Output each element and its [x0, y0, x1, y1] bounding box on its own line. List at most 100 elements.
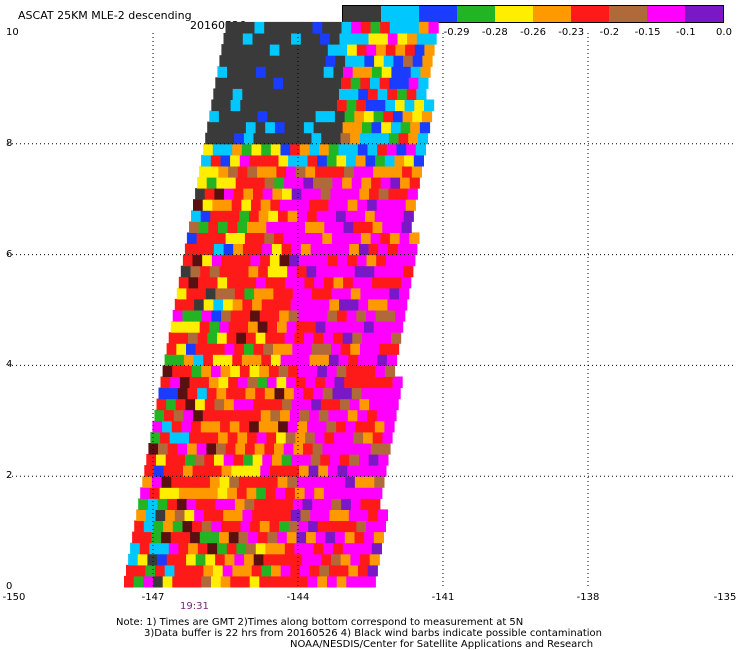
swath-pixel [252, 88, 263, 100]
swath-pixel [302, 232, 314, 244]
swath-pixel [331, 21, 342, 34]
swath-pixel [420, 66, 431, 78]
swath-pixel [326, 365, 338, 377]
swath-pixel [169, 431, 180, 444]
swath-pixel [391, 66, 402, 78]
swath-pixel [201, 575, 212, 588]
swath-pixel [193, 199, 204, 211]
swath-pixel [291, 398, 302, 411]
swath-pixel [233, 188, 244, 200]
swath-pixel [286, 531, 297, 544]
swath-pixel [244, 498, 255, 510]
swath-pixel [209, 321, 220, 333]
swath-pixel [370, 77, 381, 89]
swath-pixel [200, 210, 211, 222]
swath-pixel [310, 33, 321, 45]
swath-pixel [244, 77, 255, 89]
swath-pixel [299, 354, 311, 366]
swath-pixel [182, 254, 194, 267]
swath-pixel [374, 55, 385, 67]
swath-pixel [241, 409, 252, 422]
swath-pixel [321, 553, 332, 566]
swath-pixel [400, 121, 411, 134]
swath-pixel [242, 33, 253, 45]
swath-pixel [298, 99, 309, 112]
swath-pixel [413, 154, 424, 167]
swath-pixel [311, 553, 322, 566]
swath-pixel [281, 243, 292, 256]
swath-pixel [139, 542, 150, 555]
swath-pixel [412, 55, 423, 67]
swath-pixel [259, 575, 270, 588]
swath-pixel [331, 232, 343, 244]
swath-pixel [268, 420, 279, 433]
swath-pixel [279, 310, 290, 322]
swath-pixel [339, 298, 350, 311]
swath-pixel [388, 132, 400, 145]
swath-pixel [195, 398, 206, 411]
swath-pixel [206, 387, 217, 400]
swath-pixel [323, 332, 334, 344]
swath-pixel [270, 354, 282, 366]
swath-pixel [151, 476, 163, 488]
swath-pixel [270, 465, 281, 477]
swath-pixel [209, 110, 220, 123]
swath-pixel [388, 398, 399, 411]
swath-pixel [368, 88, 379, 100]
swath-pixel [300, 298, 311, 311]
swath-pixel [352, 121, 363, 134]
swath-pixel [221, 44, 232, 56]
swath-pixel [141, 531, 152, 544]
swath-pixel [287, 210, 298, 222]
swath-pixel [271, 88, 282, 100]
swath-pixel [381, 332, 392, 344]
swath-pixel [236, 66, 247, 78]
swath-pixel [238, 265, 249, 278]
swath-pixel [282, 398, 293, 411]
swath-pixel [337, 310, 348, 322]
swath-pixel [370, 232, 381, 244]
swath-pixel [362, 66, 373, 78]
swath-pixel [150, 431, 161, 444]
swath-pixel [402, 166, 413, 178]
swath-pixel [209, 476, 221, 488]
swath-pixel [369, 132, 380, 145]
swath-pixel [297, 365, 309, 377]
swath-pixel [288, 99, 299, 112]
swath-pixel [294, 276, 305, 289]
swath-pixel [176, 343, 187, 355]
swath-pixel [222, 564, 233, 577]
swath-pixel [242, 564, 253, 577]
swath-pixel [191, 210, 202, 222]
swath-pixel [392, 221, 403, 233]
swath-pixel [204, 243, 215, 256]
swath-pixel [161, 476, 172, 488]
swath-pixel [270, 409, 281, 422]
swath-pixel [249, 365, 260, 377]
swath-pixel [301, 188, 312, 200]
swath-pixel [273, 553, 284, 566]
swath-pixel [180, 265, 191, 278]
swath-pixel [399, 287, 410, 300]
swath-pixel [318, 199, 329, 211]
swath-pixel [373, 110, 384, 123]
swath-pixel [303, 387, 314, 400]
swath-pixel [399, 77, 410, 89]
swath-pixel [311, 398, 322, 411]
swath-pixel [236, 276, 247, 289]
swath-pixel [366, 520, 377, 533]
colorbar-segment [495, 6, 533, 22]
swath-pixel [207, 121, 218, 134]
swath-pixel [172, 520, 183, 533]
swath-pixel [205, 343, 216, 355]
swath-pixel [298, 44, 309, 56]
swath-pixel [165, 454, 176, 466]
swath-pixel [339, 243, 350, 256]
swath-pixel [344, 376, 355, 389]
swath-pixel [277, 55, 288, 67]
swath-pixel [347, 254, 358, 267]
swath-pixel [208, 376, 220, 389]
swath-pixel [197, 177, 208, 189]
swath-pixel [414, 44, 425, 56]
